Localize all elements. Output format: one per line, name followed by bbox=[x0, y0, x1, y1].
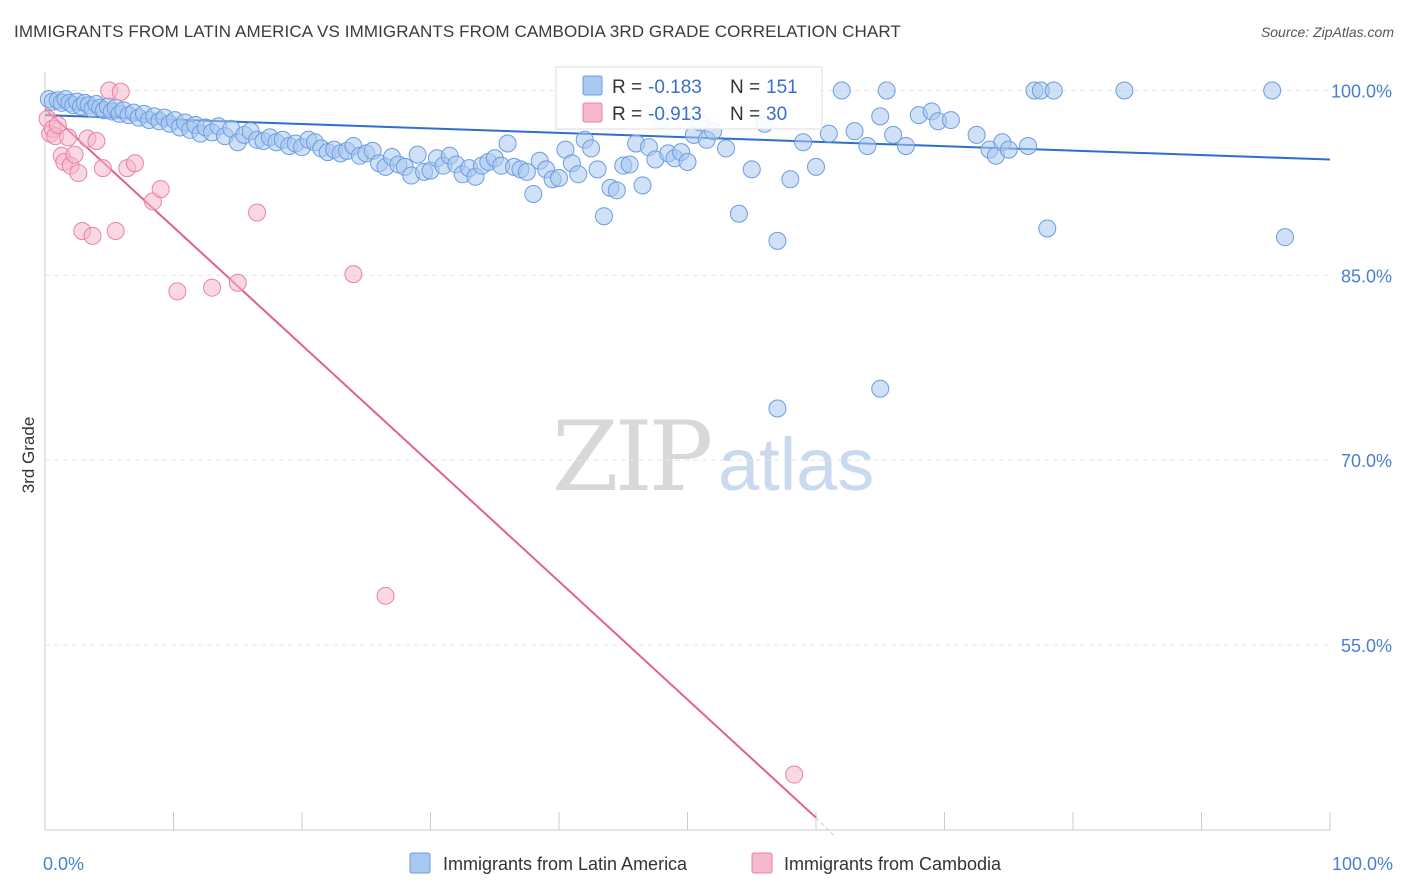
point-latin-america bbox=[1038, 219, 1057, 238]
point-cambodia bbox=[106, 221, 125, 240]
point-cambodia bbox=[125, 154, 144, 173]
point-latin-america bbox=[877, 81, 896, 100]
point-latin-america bbox=[408, 145, 427, 164]
point-cambodia bbox=[248, 203, 267, 222]
y-tick-labels: 55.0% 70.0% 85.0% 100.0% bbox=[1331, 81, 1392, 656]
point-latin-america bbox=[582, 139, 601, 158]
point-cambodia bbox=[228, 273, 247, 292]
point-latin-america bbox=[678, 152, 697, 171]
point-cambodia bbox=[83, 226, 102, 245]
y-tick-label: 100.0% bbox=[1331, 81, 1392, 101]
y-tick-label: 55.0% bbox=[1341, 636, 1392, 656]
watermark-zip: ZIP bbox=[552, 401, 711, 513]
point-latin-america bbox=[884, 125, 903, 144]
point-latin-america bbox=[633, 176, 652, 195]
point-latin-america bbox=[717, 139, 736, 158]
point-cambodia bbox=[376, 586, 395, 605]
point-latin-america bbox=[858, 136, 877, 155]
stats-n-value-cambodia: 30 bbox=[766, 104, 787, 125]
point-latin-america bbox=[498, 134, 517, 153]
point-latin-america bbox=[768, 399, 787, 418]
y-tick-label: 70.0% bbox=[1341, 451, 1392, 471]
point-cambodia bbox=[168, 282, 187, 301]
point-latin-america bbox=[999, 140, 1018, 159]
point-latin-america bbox=[550, 168, 568, 187]
point-latin-america bbox=[1276, 228, 1295, 247]
stats-r-label-cambodia: R = bbox=[612, 104, 642, 125]
legend: Immigrants from Latin America Immigrants… bbox=[409, 852, 1002, 874]
point-latin-america bbox=[517, 162, 536, 181]
point-latin-america bbox=[819, 124, 838, 143]
point-latin-america bbox=[781, 170, 800, 189]
point-latin-america bbox=[729, 204, 748, 223]
stats-n-value-latin-america: 151 bbox=[766, 77, 798, 98]
stats-r-value-latin-america: -0.183 bbox=[648, 77, 702, 98]
point-latin-america bbox=[807, 157, 825, 176]
point-latin-america bbox=[1044, 81, 1063, 100]
chart-title: IMMIGRANTS FROM LATIN AMERICA VS IMMIGRA… bbox=[14, 22, 901, 41]
point-cambodia bbox=[344, 265, 363, 284]
point-latin-america bbox=[588, 160, 607, 179]
legend-label-latin-america: Immigrants from Latin America bbox=[443, 854, 688, 874]
gridlines bbox=[45, 89, 1330, 646]
point-latin-america bbox=[1115, 81, 1134, 100]
point-cambodia bbox=[93, 159, 112, 178]
stats-n-label-latin-america: N = bbox=[730, 77, 760, 98]
point-latin-america bbox=[1019, 136, 1038, 155]
point-latin-america bbox=[871, 379, 890, 398]
watermark-atlas: atlas bbox=[718, 423, 874, 506]
watermark: ZIP atlas bbox=[552, 401, 874, 513]
legend-label-cambodia: Immigrants from Cambodia bbox=[784, 854, 1002, 874]
point-latin-america bbox=[1263, 81, 1282, 100]
stats-box: R = -0.183 N = 151 R = -0.913 N = 30 bbox=[555, 66, 823, 130]
point-cambodia bbox=[65, 145, 84, 164]
stats-n-label-cambodia: N = bbox=[730, 104, 760, 125]
point-cambodia bbox=[785, 765, 804, 784]
y-axis-label: 3rd Grade bbox=[19, 417, 38, 494]
scatter-points bbox=[38, 81, 1295, 784]
point-latin-america bbox=[594, 207, 613, 226]
legend-swatch-cambodia bbox=[751, 852, 773, 874]
y-tick-label: 85.0% bbox=[1341, 266, 1392, 286]
stats-swatch-latin-america bbox=[582, 75, 603, 96]
point-latin-america bbox=[620, 155, 639, 174]
axes bbox=[44, 72, 1331, 831]
x-tick-label: 0.0% bbox=[43, 854, 84, 874]
stats-r-label-latin-america: R = bbox=[612, 77, 642, 98]
point-latin-america bbox=[768, 231, 787, 250]
point-cambodia bbox=[59, 128, 78, 147]
x-tick-labels: 0.0% 100.0% bbox=[43, 854, 1393, 874]
point-latin-america bbox=[524, 185, 543, 204]
stats-swatch-cambodia bbox=[582, 102, 603, 123]
point-latin-america bbox=[607, 181, 626, 200]
legend-swatch-latin-america bbox=[409, 852, 431, 874]
point-cambodia bbox=[87, 132, 106, 151]
point-latin-america bbox=[742, 160, 761, 179]
point-latin-america bbox=[967, 125, 986, 144]
point-cambodia bbox=[69, 164, 88, 183]
point-latin-america bbox=[832, 81, 851, 100]
point-cambodia bbox=[151, 180, 170, 199]
x-tick-label: 100.0% bbox=[1332, 854, 1393, 874]
point-latin-america bbox=[941, 111, 960, 130]
source-credit: Source: ZipAtlas.com bbox=[1260, 24, 1394, 40]
trend-line-cambodia-extension bbox=[815, 817, 837, 839]
stats-r-value-cambodia: -0.913 bbox=[648, 104, 702, 125]
point-latin-america bbox=[794, 133, 813, 152]
trend-line-cambodia bbox=[44, 108, 817, 819]
point-latin-america bbox=[871, 107, 890, 126]
point-latin-america bbox=[896, 136, 915, 155]
point-cambodia bbox=[48, 115, 67, 134]
point-cambodia bbox=[203, 278, 222, 297]
point-latin-america bbox=[845, 122, 864, 141]
point-cambodia bbox=[111, 82, 130, 101]
point-latin-america bbox=[569, 165, 588, 184]
